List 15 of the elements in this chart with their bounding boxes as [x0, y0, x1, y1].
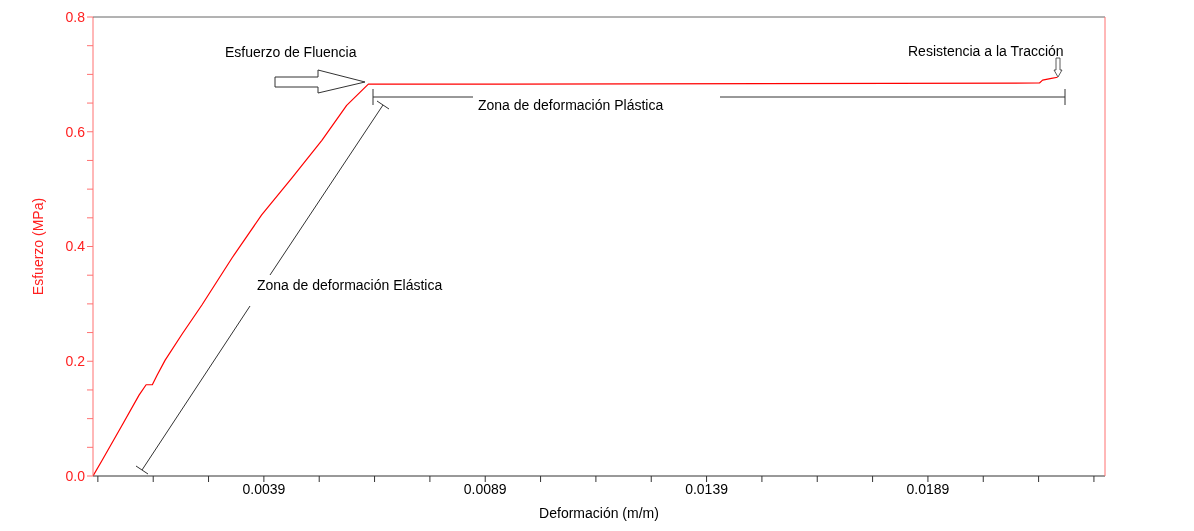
x-tick-label: 0.0089 [463, 480, 507, 497]
y-axis-title: Esfuerzo (MPa) [29, 197, 46, 296]
annotation: Zona de deformación Elástica [257, 277, 443, 293]
y-tick-label: 0.0 [65, 467, 86, 484]
x-tick-label: 0.0039 [242, 480, 286, 497]
y-tick-label: 0.6 [65, 123, 86, 140]
annotation: Esfuerzo de Fluencia [225, 44, 357, 60]
x-tick-label: 0.0139 [685, 480, 729, 497]
annotation: Zona de deformación Plástica [478, 97, 664, 113]
y-tick-label: 0.8 [65, 8, 86, 25]
annotation: Resistencia a la Tracción [908, 43, 1064, 59]
x-axis-title: Deformación (m/m) [539, 505, 659, 521]
y-tick-label: 0.2 [65, 353, 86, 370]
x-tick-label: 0.0189 [906, 480, 950, 497]
y-tick-label: 0.4 [65, 238, 86, 255]
